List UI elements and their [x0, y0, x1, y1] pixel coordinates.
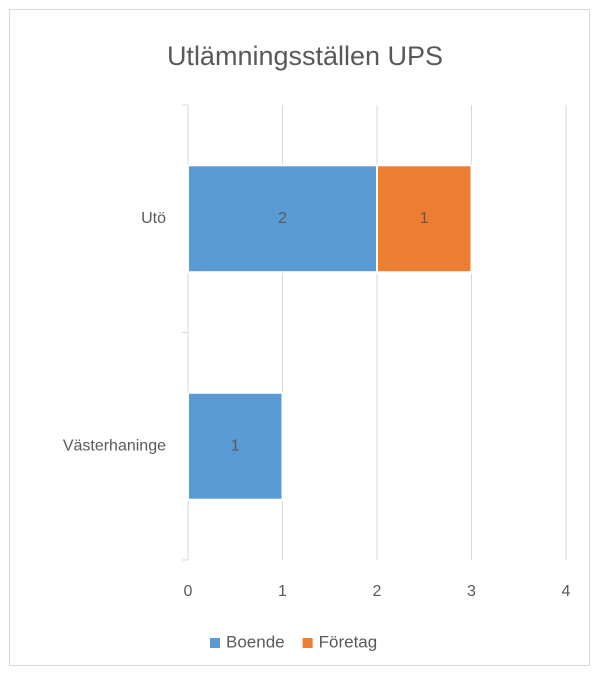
y-tick-label: Utö [141, 210, 166, 227]
chart-border [9, 9, 590, 666]
x-tick-label: 2 [373, 583, 382, 600]
chart-title: Utlämningsställen UPS [167, 41, 443, 71]
x-tick-label: 1 [278, 583, 287, 600]
bar [376, 164, 473, 274]
bar-value-label: 1 [420, 210, 429, 227]
x-tick-label: 0 [184, 583, 193, 600]
legend-label: Boende [226, 632, 285, 651]
x-tick-label: 3 [467, 583, 476, 600]
x-tick-label: 4 [562, 583, 571, 600]
bar [187, 391, 284, 501]
bar-value-label: 1 [231, 437, 240, 454]
y-tick-label: Västerhaninge [63, 437, 166, 454]
legend-swatch [302, 638, 313, 648]
legend-swatch [210, 638, 220, 648]
legend-label: Företag [319, 632, 378, 651]
bar-value-label: 2 [278, 210, 287, 227]
